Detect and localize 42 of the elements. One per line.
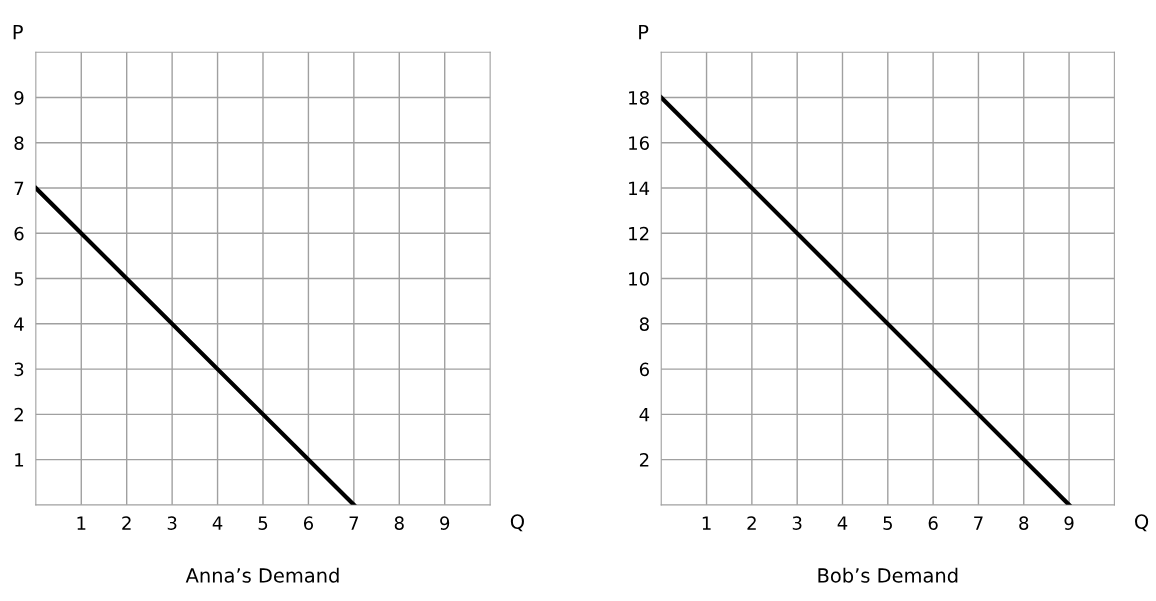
y-tick-label: 6 bbox=[639, 362, 649, 377]
x-tick-label: 3 bbox=[792, 516, 802, 530]
y-tick-label: 12 bbox=[629, 226, 649, 241]
y-tick-label: 8 bbox=[14, 136, 24, 150]
x-tick-label: 4 bbox=[837, 516, 848, 530]
y-tick-label: 14 bbox=[629, 181, 650, 195]
x-axis-title: Q bbox=[1135, 514, 1149, 532]
x-tick-label: 8 bbox=[394, 516, 404, 530]
y-tick-label: 7 bbox=[14, 181, 24, 195]
y-tick-label: 2 bbox=[14, 407, 23, 422]
x-tick-label: 1 bbox=[702, 516, 711, 530]
y-tick-label: 3 bbox=[14, 362, 24, 377]
y-tick-label: 8 bbox=[639, 317, 649, 331]
y-tick-label: 4 bbox=[14, 317, 24, 331]
y-tick-label: 1 bbox=[15, 453, 24, 467]
x-tick-label: 1 bbox=[77, 516, 86, 530]
y-tick-label: 18 bbox=[629, 91, 649, 105]
x-tick-label: 3 bbox=[167, 516, 177, 530]
y-tick-label: 2 bbox=[639, 453, 649, 467]
x-tick-label: 7 bbox=[974, 516, 983, 530]
y-tick-label: 5 bbox=[14, 272, 24, 286]
x-tick-label: 2 bbox=[122, 516, 131, 530]
x-tick-label: 5 bbox=[258, 516, 268, 530]
y-tick-label: 9 bbox=[14, 91, 24, 105]
x-tick-label: 7 bbox=[349, 516, 359, 530]
x-tick-label: 6 bbox=[303, 516, 314, 530]
text: Anna’s Demand bbox=[185, 567, 339, 583]
x-tick-label: 9 bbox=[440, 516, 450, 530]
y-tick-label: 10 bbox=[629, 272, 649, 286]
x-tick-label: 9 bbox=[1064, 516, 1074, 530]
x-tick-label: 8 bbox=[1019, 516, 1029, 530]
x-axis-title: Q bbox=[510, 514, 524, 532]
x-tick-label: 4 bbox=[212, 516, 223, 530]
y-tick-label: 4 bbox=[639, 408, 650, 422]
x-tick-label: 6 bbox=[928, 516, 938, 530]
x-tick-label: 2 bbox=[747, 516, 756, 530]
y-axis-title: P bbox=[13, 25, 23, 40]
y-axis-title: P bbox=[639, 25, 649, 40]
y-tick-label: 6 bbox=[14, 226, 24, 241]
x-tick-label: 5 bbox=[883, 516, 892, 530]
y-tick-label: 16 bbox=[629, 136, 649, 150]
text: Bob’s Demand bbox=[818, 567, 958, 583]
